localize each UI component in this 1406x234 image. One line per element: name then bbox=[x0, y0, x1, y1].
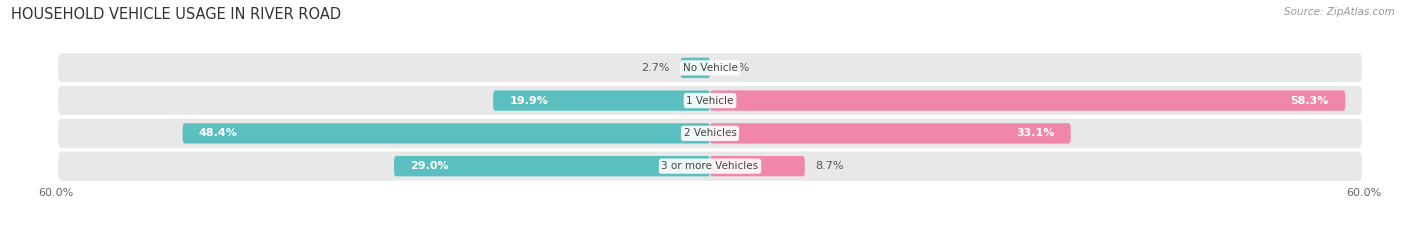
FancyBboxPatch shape bbox=[681, 58, 710, 78]
FancyBboxPatch shape bbox=[394, 156, 710, 176]
Text: 3 or more Vehicles: 3 or more Vehicles bbox=[661, 161, 759, 171]
FancyBboxPatch shape bbox=[56, 117, 1364, 150]
Text: 2 Vehicles: 2 Vehicles bbox=[683, 128, 737, 138]
Text: 2.7%: 2.7% bbox=[641, 63, 669, 73]
FancyBboxPatch shape bbox=[710, 91, 1346, 111]
Text: 58.3%: 58.3% bbox=[1291, 96, 1329, 106]
FancyBboxPatch shape bbox=[56, 84, 1364, 117]
FancyBboxPatch shape bbox=[56, 51, 1364, 84]
Text: 1 Vehicle: 1 Vehicle bbox=[686, 96, 734, 106]
FancyBboxPatch shape bbox=[710, 123, 1071, 143]
Text: 29.0%: 29.0% bbox=[411, 161, 449, 171]
FancyBboxPatch shape bbox=[494, 91, 710, 111]
Text: 19.9%: 19.9% bbox=[509, 96, 548, 106]
Text: No Vehicle: No Vehicle bbox=[682, 63, 738, 73]
Text: 8.7%: 8.7% bbox=[815, 161, 844, 171]
FancyBboxPatch shape bbox=[710, 156, 804, 176]
FancyBboxPatch shape bbox=[56, 150, 1364, 183]
Text: Source: ZipAtlas.com: Source: ZipAtlas.com bbox=[1284, 7, 1395, 17]
Text: 33.1%: 33.1% bbox=[1017, 128, 1054, 138]
Text: 0.0%: 0.0% bbox=[721, 63, 749, 73]
Text: HOUSEHOLD VEHICLE USAGE IN RIVER ROAD: HOUSEHOLD VEHICLE USAGE IN RIVER ROAD bbox=[11, 7, 342, 22]
FancyBboxPatch shape bbox=[183, 123, 710, 143]
Text: 48.4%: 48.4% bbox=[200, 128, 238, 138]
